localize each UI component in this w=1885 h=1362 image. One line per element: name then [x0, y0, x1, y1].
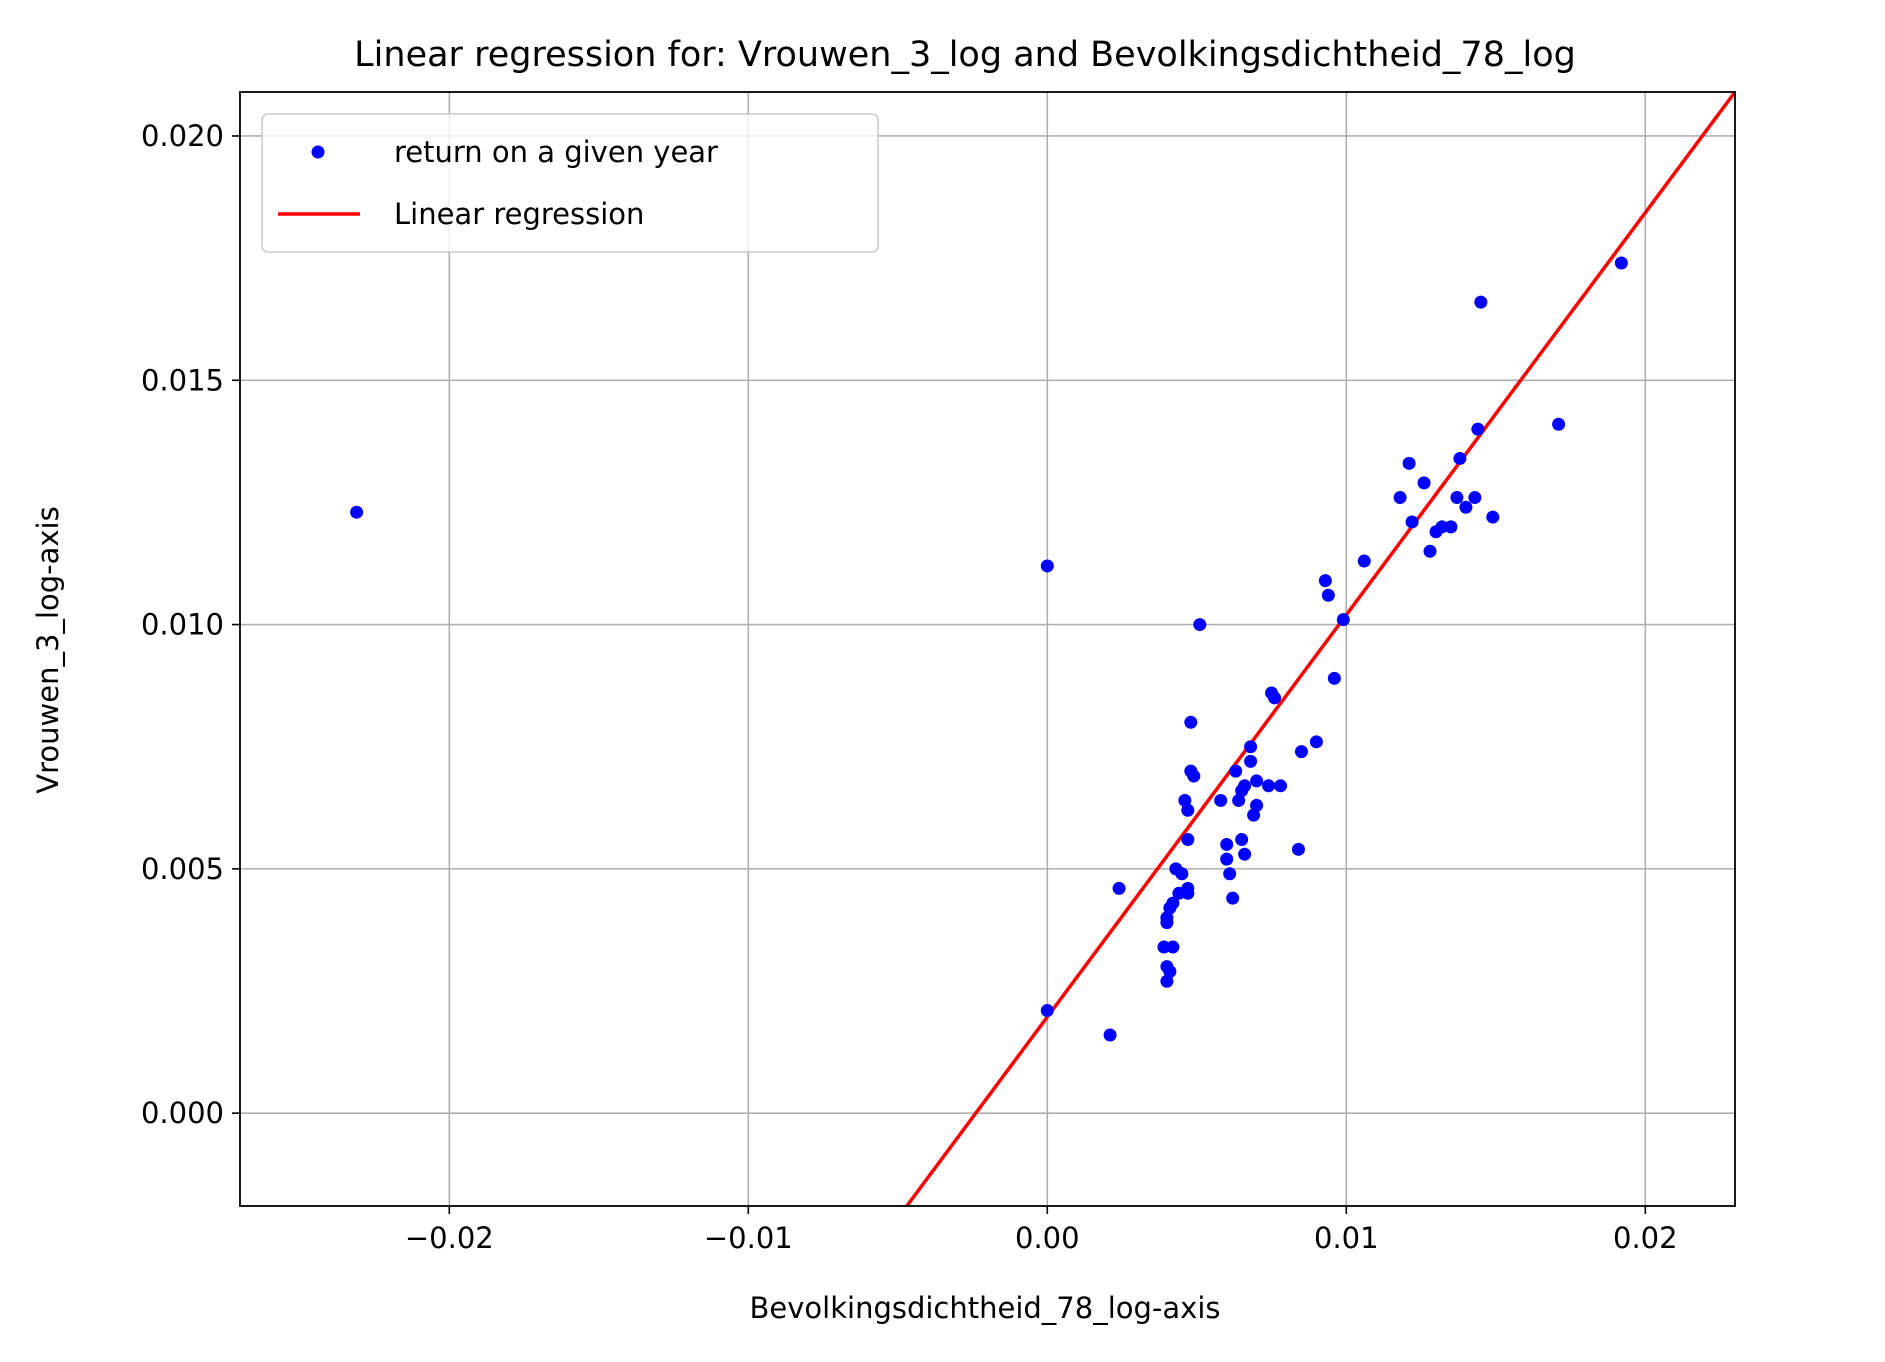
scatter-point: [1459, 500, 1473, 514]
scatter-point: [1238, 847, 1252, 861]
scatter-point: [1232, 793, 1246, 807]
scatter-point: [1468, 491, 1482, 505]
scatter-point: [1244, 740, 1258, 754]
legend-line-label: Linear regression: [394, 197, 644, 231]
legend-scatter-marker: [311, 145, 325, 159]
regression-line-group: [905, 92, 1735, 1206]
scatter-point: [1193, 618, 1207, 632]
scatter-point: [1405, 515, 1419, 529]
x-axis-ticks: −0.02 −0.01 0.00 0.01 0.02: [405, 1206, 1678, 1255]
scatter-point: [1220, 852, 1234, 866]
scatter-point: [1181, 886, 1195, 900]
scatter-point: [1291, 842, 1305, 856]
scatter-point: [1220, 837, 1234, 851]
scatter-point: [1184, 715, 1198, 729]
scatter-point: [1309, 735, 1323, 749]
y-tick-label: 0.010: [141, 608, 224, 642]
scatter-point: [1238, 779, 1252, 793]
scatter-point: [1226, 891, 1240, 905]
y-tick-label: 0.015: [141, 363, 224, 397]
scatter-point: [1294, 745, 1308, 759]
scatter-point: [1160, 911, 1174, 925]
scatter-point: [1318, 574, 1332, 588]
scatter-point: [1223, 867, 1237, 881]
scatter-point: [1552, 417, 1566, 431]
x-axis-label: Bevolkingsdichtheid_78_log-axis: [750, 1291, 1221, 1325]
scatter-point: [1274, 779, 1288, 793]
scatter-point: [1321, 588, 1335, 602]
scatter-point: [1250, 774, 1264, 788]
scatter-point: [1235, 833, 1249, 847]
x-tick-label: 0.00: [1015, 1221, 1080, 1255]
plot-frame: [239, 91, 1736, 1207]
scatter-point: [1435, 520, 1449, 534]
y-tick-label: 0.005: [141, 852, 224, 886]
scatter-point: [1474, 295, 1488, 309]
y-axis-label: Vrouwen_3_log-axis: [31, 506, 65, 793]
scatter-point: [1160, 974, 1174, 988]
scatter-point: [1402, 456, 1416, 470]
scatter-point: [1244, 754, 1258, 768]
x-tick-label: −0.01: [704, 1221, 793, 1255]
regression-line: [905, 92, 1735, 1206]
scatter-point: [1393, 491, 1407, 505]
scatter-point: [1163, 964, 1177, 978]
scatter-point: [1040, 559, 1054, 573]
scatter-point: [1450, 491, 1464, 505]
scatter-point: [1471, 422, 1485, 436]
scatter-point: [1175, 867, 1189, 881]
legend: return on a given year Linear regression: [261, 113, 879, 253]
plot-area: [350, 92, 1735, 1206]
scatter-point: [1262, 779, 1276, 793]
scatter-point: [1614, 256, 1628, 270]
scatter-point: [1178, 793, 1192, 807]
scatter-point: [1229, 764, 1243, 778]
scatter-point: [1247, 808, 1261, 822]
legend-scatter-label: return on a given year: [394, 135, 718, 169]
x-tick-label: 0.02: [1613, 1221, 1678, 1255]
scatter-points: [350, 256, 1628, 1042]
y-axis-ticks: 0.000 0.005 0.010 0.015 0.020: [141, 119, 240, 1130]
legend-box: [261, 113, 879, 253]
grid-lines: [240, 92, 1735, 1206]
x-tick-label: −0.02: [405, 1221, 494, 1255]
scatter-point: [1187, 769, 1201, 783]
scatter-point: [1486, 510, 1500, 524]
x-tick-label: 0.01: [1314, 1221, 1379, 1255]
chart-title: Linear regression for: Vrouwen_3_log and…: [354, 35, 1576, 75]
scatter-point: [1268, 691, 1282, 705]
scatter-point: [1357, 554, 1371, 568]
scatter-point: [1181, 833, 1195, 847]
scatter-point: [1453, 451, 1467, 465]
scatter-point: [1103, 1028, 1117, 1042]
scatter-point: [1214, 793, 1228, 807]
scatter-point: [1327, 671, 1341, 685]
scatter-point: [1166, 940, 1180, 954]
scatter-point: [1157, 940, 1171, 954]
scatter-point: [1166, 896, 1180, 910]
scatter-point: [1417, 476, 1431, 490]
scatter-point: [1250, 798, 1264, 812]
scatter-point: [1423, 544, 1437, 558]
scatter-point: [1040, 1004, 1054, 1018]
scatter-point: [1336, 613, 1350, 627]
y-tick-label: 0.000: [141, 1096, 224, 1130]
scatter-point: [350, 505, 364, 519]
scatter-point: [1444, 520, 1458, 534]
scatter-point: [1112, 881, 1126, 895]
scatter-point: [1181, 803, 1195, 817]
y-tick-label: 0.020: [141, 119, 224, 153]
